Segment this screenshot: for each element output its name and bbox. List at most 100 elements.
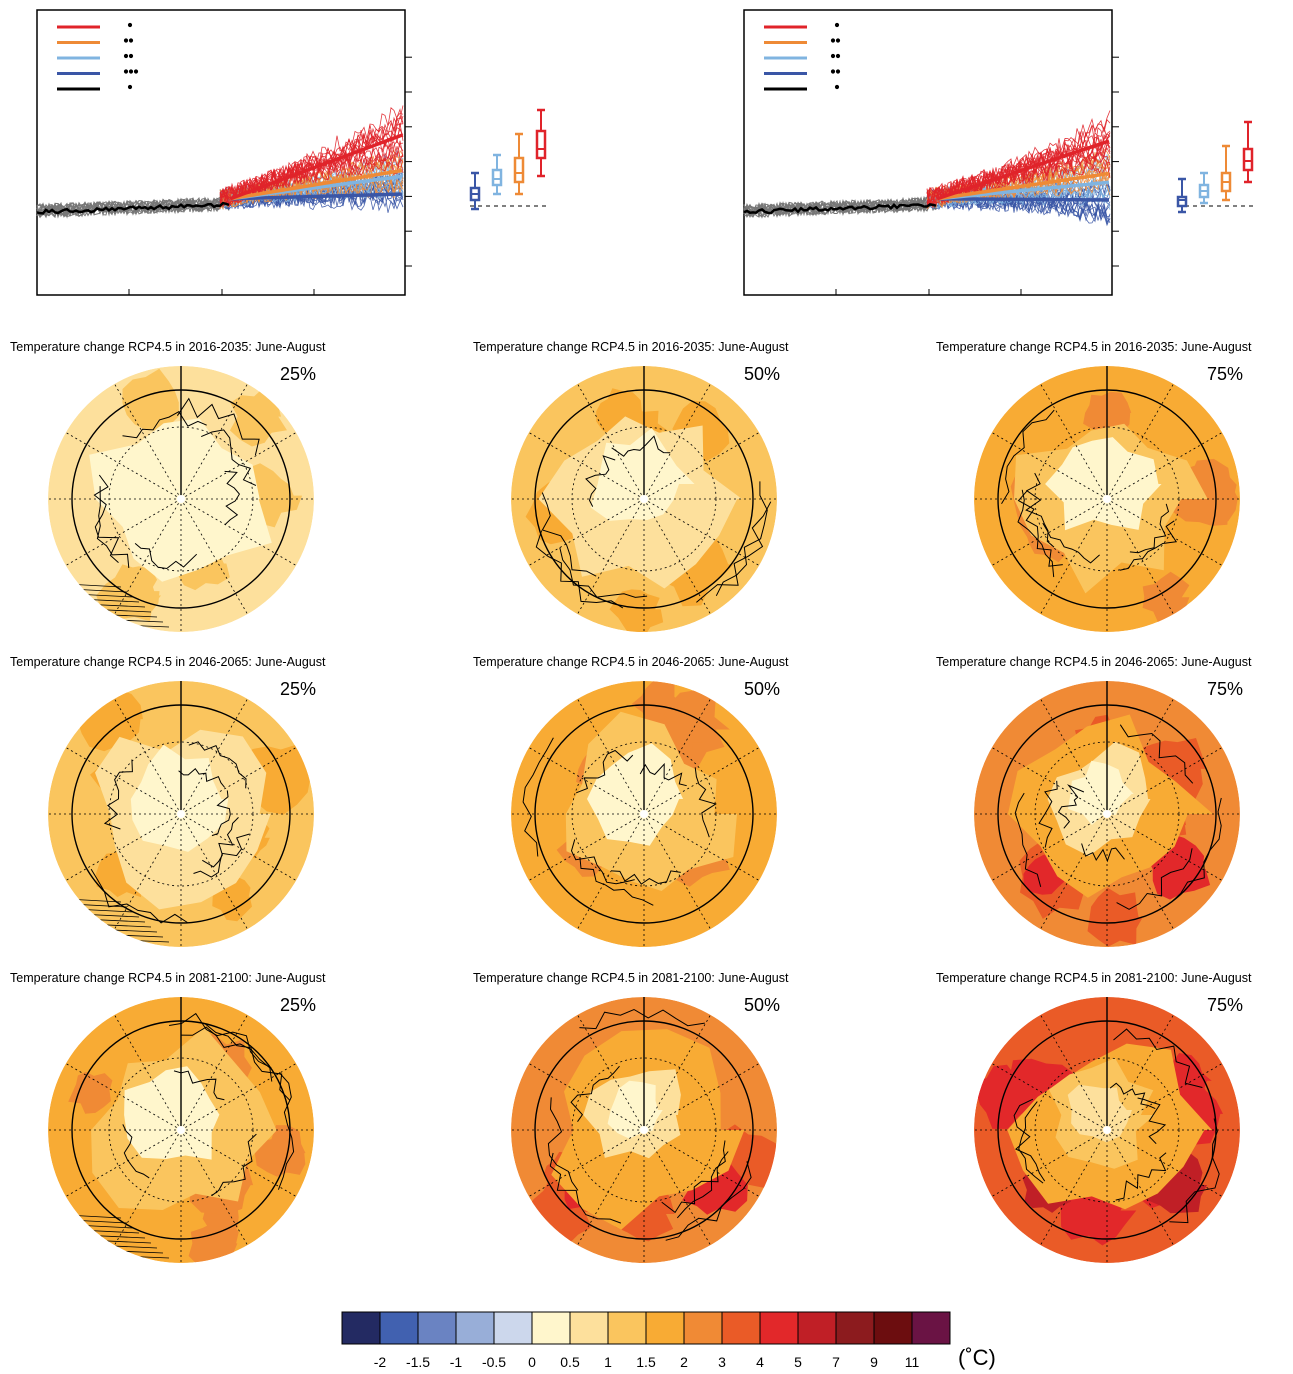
meridian: [991, 432, 1108, 500]
rcp85-mean-line: [229, 133, 403, 201]
meridian: [991, 747, 1108, 815]
timeseries-right: [707, 0, 1267, 300]
legend-marker: [123, 38, 129, 43]
coastline: [211, 1133, 257, 1197]
meridian: [1106, 813, 1174, 930]
coastline: [1038, 780, 1058, 848]
pole-marker: [640, 495, 648, 503]
field-warm-patch: [122, 368, 179, 431]
map-title: Temperature change RCP4.5 in 2081-2100: …: [10, 971, 326, 985]
meridian: [577, 813, 645, 930]
polar-map: [511, 997, 777, 1263]
rcp26-mean-line: [936, 197, 1110, 202]
meridian: [528, 747, 645, 815]
legend-marker: [128, 69, 134, 74]
meridian: [180, 498, 297, 566]
coastline: [579, 857, 654, 906]
meridian: [577, 498, 645, 615]
meridian: [577, 383, 645, 500]
map-title: Temperature change RCP4.5 in 2046-2065: …: [936, 655, 1252, 669]
meridian: [643, 1129, 711, 1246]
meridian: [643, 432, 760, 500]
legend-marker: [128, 53, 134, 59]
meridian: [643, 813, 760, 881]
field-warm-patch: [1087, 887, 1143, 947]
colorbar-swatch: [341, 1311, 381, 1345]
meridian: [1040, 813, 1108, 930]
map-title: Temperature change RCP4.5 in 2081-2100: …: [936, 971, 1252, 985]
meridian: [114, 498, 182, 615]
legend-marker: [835, 53, 841, 59]
meridian: [991, 1063, 1108, 1131]
coastline: [1057, 784, 1085, 829]
field-core: [604, 763, 668, 827]
meridian: [643, 747, 760, 815]
legend-marker: [835, 69, 841, 74]
meridian: [114, 1014, 182, 1131]
field-core: [143, 761, 207, 823]
colorbar-tick-label: 2: [680, 1354, 688, 1370]
meridian: [643, 813, 711, 930]
coastline: [1119, 520, 1178, 571]
colorbar-swatch: [797, 1311, 837, 1345]
rcp85-member-line: [219, 105, 404, 204]
field-core: [143, 1078, 208, 1144]
colorbar-swatch: [417, 1311, 457, 1345]
coastline: [1013, 1098, 1046, 1182]
coastline: [1109, 1082, 1156, 1110]
coastline: [103, 759, 133, 830]
field-warm-patch: [68, 1071, 113, 1114]
coastline: [93, 474, 120, 563]
colorbar-tick-label: 0: [528, 1354, 536, 1370]
coastline: [1113, 1028, 1203, 1088]
meridian: [643, 698, 711, 815]
meridian: [65, 432, 182, 500]
meridian: [180, 747, 297, 815]
coastline: [549, 1152, 622, 1224]
pole-marker: [1103, 495, 1111, 503]
map-title: Temperature change RCP4.5 in 2046-2065: …: [10, 655, 326, 669]
percentile-label: 25%: [280, 679, 317, 699]
coastline: [579, 1008, 705, 1030]
coastline: [122, 411, 207, 439]
colorbar-tick-label: 5: [794, 1354, 802, 1370]
meridian: [1106, 1063, 1223, 1131]
coastline: [202, 817, 239, 868]
colorbar-tick-label: -1.5: [405, 1354, 431, 1370]
meridian: [180, 1129, 297, 1197]
percentile-label: 50%: [744, 364, 781, 384]
legend-marker: [128, 38, 134, 43]
meridian: [643, 1129, 760, 1197]
field-hot-patch: [1145, 1149, 1207, 1214]
rcp85-member-line: [926, 127, 1111, 209]
rcp85-member-line: [219, 123, 404, 208]
coastline: [1129, 503, 1170, 554]
meridian: [577, 1129, 645, 1246]
meridian: [180, 383, 248, 500]
coastline: [661, 1151, 729, 1214]
coastline: [1137, 1097, 1167, 1145]
colorbar-swatch: [911, 1311, 951, 1345]
coastline: [169, 1012, 272, 1069]
colorbar-swatch: [835, 1311, 875, 1345]
coastline: [1025, 472, 1055, 548]
timeseries-left-plot: [36, 9, 548, 296]
rcp85-mean-line: [936, 139, 1110, 201]
coastline: [181, 1026, 273, 1082]
coastline: [535, 530, 624, 609]
legend-marker: [123, 53, 129, 59]
meridian: [528, 813, 645, 881]
meridian: [991, 1129, 1108, 1197]
colorbar-tick-label: 7: [832, 1354, 840, 1370]
coastline: [211, 790, 231, 837]
meridian: [114, 383, 182, 500]
meridian: [180, 1129, 248, 1246]
polar-map: [974, 997, 1240, 1263]
legend-marker: [830, 69, 836, 74]
polar-map: [511, 366, 777, 632]
pole-marker: [640, 810, 648, 818]
map-title: Temperature change RCP4.5 in 2016-2035: …: [10, 340, 326, 354]
colorbar-tick-label: 1.5: [636, 1354, 656, 1370]
percentile-label: 50%: [744, 995, 781, 1015]
meridian: [528, 1129, 645, 1197]
